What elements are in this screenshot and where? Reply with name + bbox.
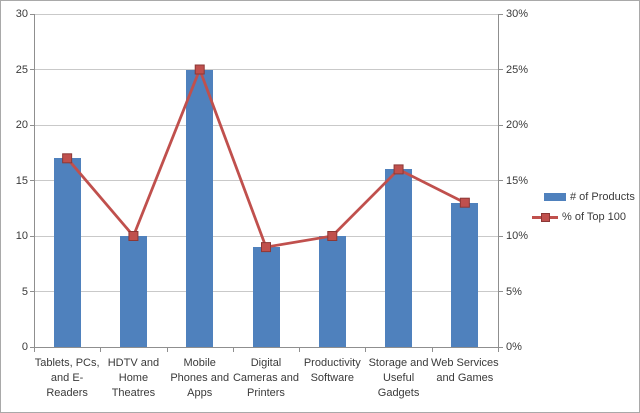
x-axis-tick-7 <box>498 348 499 352</box>
line-series-swatch-icon <box>532 212 558 222</box>
line-marker-5 <box>393 164 404 175</box>
x-axis-tick-4 <box>299 348 301 352</box>
line-series-layer <box>62 64 470 253</box>
left-axis-tick-5 <box>30 291 34 292</box>
pct-line <box>66 65 466 249</box>
legend-label-pct-top100: % of Top 100 <box>562 211 627 223</box>
category-label-2: Mobile Phones and Apps <box>170 357 230 399</box>
line-marker-3 <box>261 242 271 253</box>
category-label-5: Storage and Useful Gadgets <box>368 357 429 399</box>
right-axis-tick-25 <box>499 69 503 70</box>
bar-0 <box>53 158 81 347</box>
left-axis-line <box>34 14 35 347</box>
left-axis-label-30: 30 <box>15 8 28 20</box>
line-marker-2 <box>194 64 205 75</box>
bar-1 <box>119 236 147 347</box>
line-marker-0 <box>62 153 73 164</box>
bar-series-swatch-icon <box>544 193 566 201</box>
line-marker-6 <box>459 197 470 208</box>
category-label-3: Digital Cameras and Printers <box>232 357 299 399</box>
left-axis-label-5: 5 <box>21 285 28 298</box>
left-axis-tick-25 <box>30 69 34 70</box>
x-axis-tick-1 <box>100 348 102 352</box>
left-axis-tick-10 <box>30 235 34 237</box>
right-axis-tick-20 <box>499 124 503 126</box>
line-marker-4 <box>327 231 338 241</box>
legend-item-num-products: # of Products <box>532 187 635 207</box>
gridline-30 <box>34 13 498 15</box>
left-axis-label-20: 20 <box>15 119 28 131</box>
left-axis-tick-20 <box>30 124 34 126</box>
legend-item-pct-top100: % of Top 100 <box>532 207 635 227</box>
left-axis-label-10: 10 <box>15 230 28 242</box>
bar-4 <box>318 236 346 347</box>
right-axis-label-30%: 30% <box>506 8 529 20</box>
legend: # of Products % of Top 100 <box>532 187 635 227</box>
right-axis-tick-10 <box>499 235 503 237</box>
gridline-20 <box>34 124 498 126</box>
gridline-15 <box>34 180 498 181</box>
bottom-axis-line <box>34 347 499 348</box>
category-label-0: Tablets, PCs, and E-Readers <box>34 357 100 399</box>
category-label-1: HDTV and Home Theatres <box>107 357 160 399</box>
x-axis-tick-6 <box>431 348 433 352</box>
gridline-10 <box>34 235 498 237</box>
left-axis-label-0: 0 <box>21 341 28 353</box>
x-axis-tick-3 <box>232 348 234 352</box>
bar-2 <box>186 69 214 347</box>
right-axis-label-5%: 5% <box>506 285 522 298</box>
right-axis-tick-5 <box>499 291 503 292</box>
right-axis-tick-30 <box>499 13 503 15</box>
left-axis-tick-15 <box>30 180 34 181</box>
right-axis-label-20%: 20% <box>506 119 529 131</box>
x-axis-tick-5 <box>365 348 367 352</box>
right-axis-line <box>498 14 499 347</box>
right-axis-tick-0 <box>499 346 503 348</box>
x-axis-tick-2 <box>166 348 168 352</box>
bar-3 <box>252 247 280 347</box>
category-label-4: Productivity Software <box>303 357 361 384</box>
gridline-25 <box>34 69 498 70</box>
legend-label-num-products: # of Products <box>570 191 635 203</box>
bar-6 <box>451 202 479 347</box>
left-axis-tick-0 <box>30 346 34 348</box>
right-axis-tick-15 <box>499 180 503 181</box>
left-axis-label-15: 15 <box>15 174 28 187</box>
right-axis-label-10%: 10% <box>506 230 529 242</box>
left-axis-label-25: 25 <box>15 63 28 76</box>
bar-5 <box>385 169 413 347</box>
category-label-6: Web Services and Games <box>431 357 499 384</box>
right-axis-label-0%: 0% <box>506 341 522 353</box>
left-axis-tick-30 <box>30 13 34 15</box>
x-axis-tick-0 <box>34 348 35 352</box>
right-axis-label-15%: 15% <box>506 174 529 187</box>
right-axis-label-25%: 25% <box>506 63 529 76</box>
line-marker-1 <box>128 231 139 241</box>
